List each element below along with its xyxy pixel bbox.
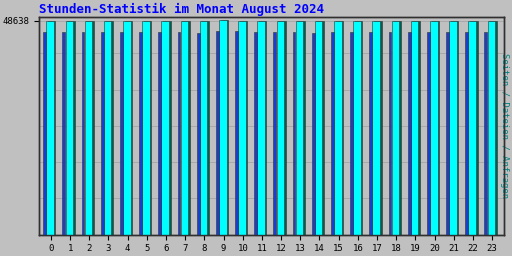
Bar (235, 31, 238, 234)
Bar (48, 21, 55, 234)
Bar (432, 21, 439, 234)
Bar (86, 21, 94, 234)
Bar (470, 21, 478, 234)
Bar (105, 21, 113, 234)
Bar (465, 31, 468, 234)
Bar (104, 21, 112, 234)
Bar (158, 32, 161, 234)
Bar (353, 21, 361, 234)
Bar (331, 31, 334, 234)
Bar (296, 21, 303, 234)
Bar (81, 31, 84, 234)
Bar (312, 33, 315, 234)
Bar (182, 21, 190, 234)
Bar (411, 21, 418, 234)
Bar (67, 21, 75, 234)
Bar (43, 31, 46, 234)
Bar (278, 21, 286, 234)
Bar (355, 21, 362, 234)
Bar (408, 31, 411, 234)
Bar (238, 21, 246, 234)
Y-axis label: Seiten / Dateien / Anfragen: Seiten / Dateien / Anfragen (500, 53, 509, 198)
Bar (201, 21, 209, 234)
Bar (297, 21, 305, 234)
Bar (315, 21, 323, 234)
Bar (163, 21, 170, 234)
Bar (219, 20, 227, 234)
Bar (221, 20, 228, 234)
Bar (393, 21, 401, 234)
Bar (240, 21, 247, 234)
Bar (124, 21, 132, 234)
Bar (66, 21, 73, 234)
Bar (484, 31, 487, 234)
Bar (273, 31, 276, 234)
Bar (412, 21, 420, 234)
Bar (276, 21, 284, 234)
Bar (369, 31, 372, 234)
Bar (258, 21, 265, 234)
Bar (181, 21, 188, 234)
Bar (487, 21, 495, 234)
Bar (334, 21, 342, 234)
Bar (316, 21, 324, 234)
Bar (468, 21, 476, 234)
Bar (427, 32, 430, 234)
Bar (392, 21, 399, 234)
Bar (449, 21, 457, 234)
Text: Stunden-Statistik im Monat August 2024: Stunden-Statistik im Monat August 2024 (39, 3, 325, 16)
Bar (293, 31, 295, 234)
Bar (139, 32, 142, 234)
Bar (446, 32, 449, 234)
Bar (430, 21, 438, 234)
Bar (200, 21, 207, 234)
Bar (101, 31, 103, 234)
Bar (254, 31, 257, 234)
Bar (47, 21, 54, 234)
Bar (373, 21, 380, 234)
Bar (350, 31, 353, 234)
Bar (259, 21, 266, 234)
Bar (62, 31, 65, 234)
Bar (216, 31, 219, 234)
Bar (451, 21, 458, 234)
Bar (123, 21, 131, 234)
Bar (489, 21, 497, 234)
Bar (178, 32, 180, 234)
Bar (144, 21, 152, 234)
Bar (389, 31, 391, 234)
Bar (336, 21, 343, 234)
Bar (142, 21, 150, 234)
Bar (374, 21, 381, 234)
Bar (84, 21, 92, 234)
Bar (197, 33, 200, 234)
Bar (120, 32, 123, 234)
Bar (161, 21, 169, 234)
